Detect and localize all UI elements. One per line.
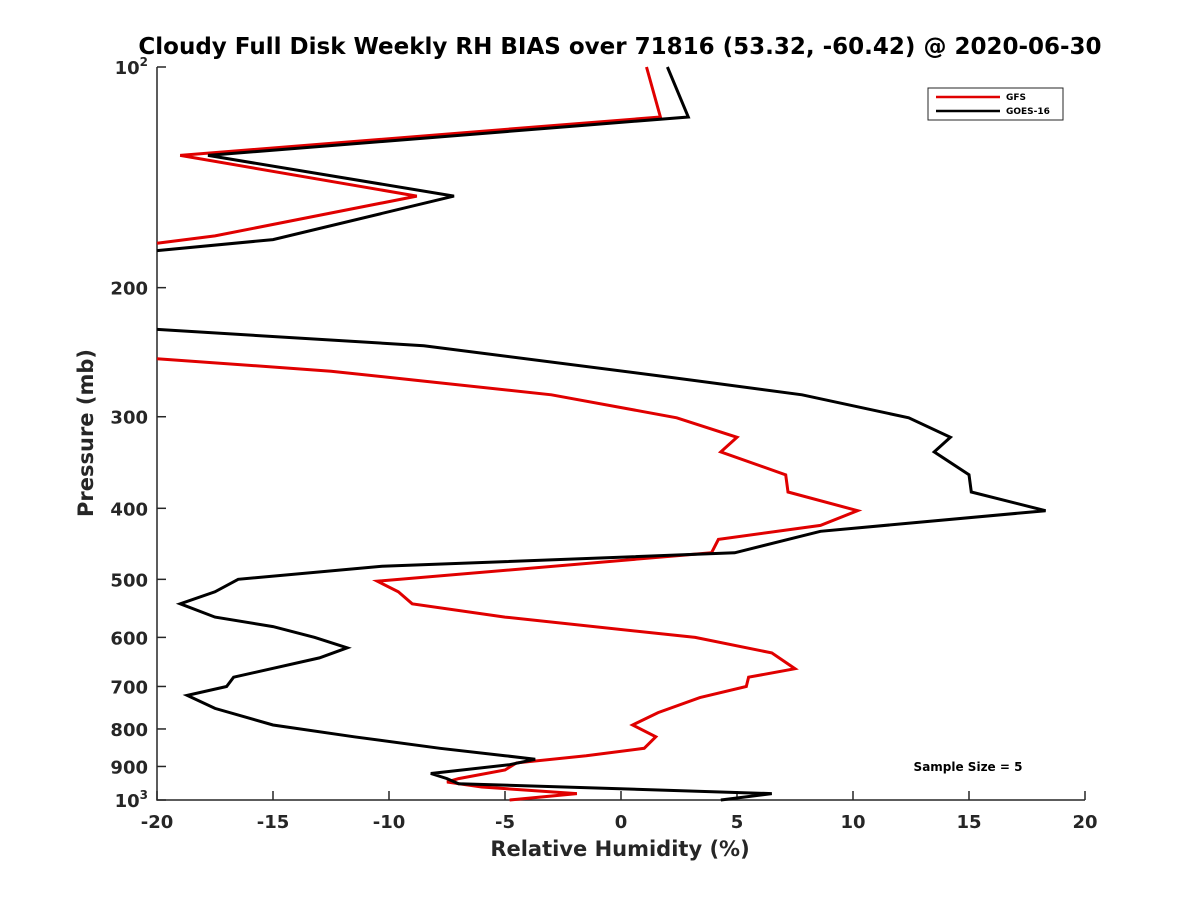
x-tick-label: -10 (373, 812, 406, 833)
y-tick-label: 102 (115, 55, 148, 79)
legend-box (927, 87, 1064, 121)
x-axis-ticks: -20 -15 -10 -5 0 5 10 15 20 (141, 791, 1098, 833)
y-tick-label: 900 (110, 757, 148, 778)
y-tick-label: 700 (110, 677, 148, 698)
y-tick-label: 500 (110, 570, 148, 591)
y-axis-label: Pressure (mb) (74, 349, 98, 517)
y-tick-label: 600 (110, 628, 148, 649)
series-line-goes-16 (156, 66, 1046, 802)
legend-entry: GFS (1006, 93, 1026, 103)
x-tick-label: 15 (956, 812, 981, 833)
y-tick-label: 103 (115, 788, 148, 812)
y-tick-label: 400 (110, 499, 148, 520)
y-axis-ticks: 102 200 300 400 500 600 700 800 900 103 (110, 55, 166, 812)
y-tick-label: 800 (110, 720, 148, 741)
x-axis-label: Relative Humidity (%) (490, 837, 749, 861)
y-tick-label: 300 (110, 408, 148, 429)
y-tick-label: 200 (110, 279, 148, 300)
x-tick-label: -15 (257, 812, 290, 833)
chart-title: Cloudy Full Disk Weekly RH BIAS over 718… (138, 34, 1101, 60)
x-tick-label: 10 (840, 812, 865, 833)
series-lines (156, 66, 1046, 802)
x-tick-label: 0 (615, 812, 628, 833)
plot-area: -20 -15 -10 -5 0 5 10 15 20 102 200 300 400 500 600 70… (110, 55, 1097, 833)
sample-size-annotation: Sample Size = 5 (914, 760, 1023, 774)
series-line-gfs (156, 66, 863, 802)
legend: GFS GOES-16 (927, 87, 1064, 121)
x-tick-label: -5 (495, 812, 515, 833)
x-tick-label: 20 (1072, 812, 1097, 833)
x-tick-label: -20 (141, 812, 174, 833)
legend-entry: GOES-16 (1006, 107, 1050, 117)
x-tick-label: 5 (731, 812, 744, 833)
